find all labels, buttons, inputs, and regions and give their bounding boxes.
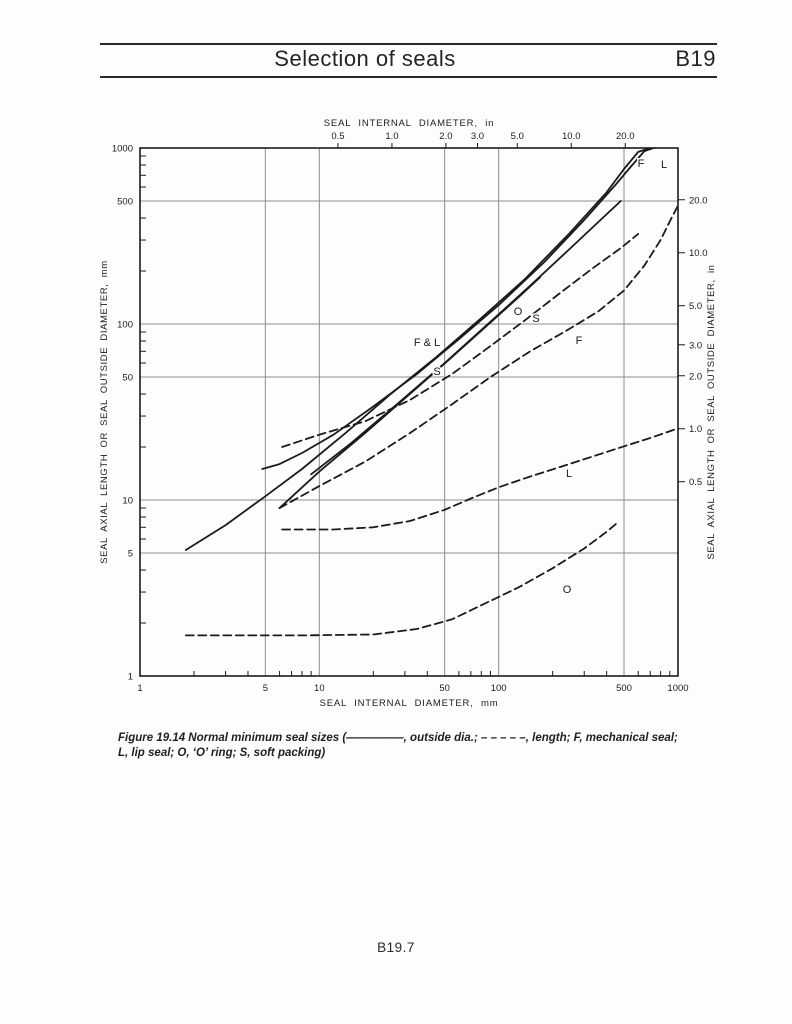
tick-label-bottom: 5 bbox=[263, 683, 268, 694]
header-rule-top bbox=[100, 43, 717, 45]
tick-label-bottom: 50 bbox=[439, 683, 450, 694]
tick-label-left: 5 bbox=[128, 548, 133, 559]
curve-S-outside-dia bbox=[310, 200, 622, 476]
curve-S-length bbox=[281, 233, 640, 448]
tick-label-right: 3.0 bbox=[689, 340, 702, 351]
curve-label-O: O bbox=[563, 584, 572, 596]
axis-title-right: SEAL AXIAL LENGTH OR SEAL OUTSIDE DIAMET… bbox=[706, 264, 717, 559]
tick-label-top: 5.0 bbox=[511, 131, 524, 142]
axis-title-bottom: SEAL INTERNAL DIAMETER, mm bbox=[320, 698, 499, 709]
plot-border bbox=[139, 147, 679, 677]
curve-O-length bbox=[184, 523, 617, 637]
tick-label-top: 10.0 bbox=[562, 131, 581, 142]
curve-F-outside-dia bbox=[184, 148, 659, 551]
figure-caption-line1: Figure 19.14 Normal minimum seal sizes (… bbox=[118, 732, 678, 744]
curves-group bbox=[184, 148, 678, 637]
tick-label-right: 1.0 bbox=[689, 424, 702, 435]
tick-label-bottom: 10 bbox=[314, 683, 325, 694]
curve-L-length bbox=[281, 427, 678, 531]
curve-label-F: F bbox=[576, 335, 583, 347]
header-rule-bottom bbox=[100, 76, 717, 78]
tick-label-top: 1.0 bbox=[385, 131, 398, 142]
curve-F-length bbox=[278, 204, 678, 509]
tick-label-left: 500 bbox=[117, 196, 133, 207]
curve-label-S: S bbox=[433, 366, 440, 378]
tick-label-bottom: 500 bbox=[616, 683, 632, 694]
tick-label-right: 20.0 bbox=[689, 195, 708, 206]
tick-label-right: 0.5 bbox=[689, 477, 702, 488]
tick-label-left: 1 bbox=[128, 672, 133, 683]
page-title: Selection of seals bbox=[274, 46, 456, 71]
tick-label-left: 50 bbox=[122, 372, 133, 383]
tick-label-top: 20.0 bbox=[616, 131, 635, 142]
tick-label-bottom: 1 bbox=[137, 683, 142, 694]
curve-label-FL: F & L bbox=[414, 337, 440, 349]
curve-label-S: S bbox=[532, 313, 539, 325]
curve-label-L: L bbox=[661, 159, 667, 171]
curve-label-O: O bbox=[514, 306, 523, 318]
curve-L-outside-dia bbox=[261, 148, 662, 470]
axis-title-top: SEAL INTERNAL DIAMETER, in bbox=[324, 118, 494, 129]
axis-title-left: SEAL AXIAL LENGTH OR SEAL OUTSIDE DIAMET… bbox=[99, 260, 110, 564]
tick-label-left: 10 bbox=[122, 496, 133, 507]
tick-label-bottom: 100 bbox=[491, 683, 507, 694]
figure-caption: Figure 19.14 Normal minimum seal sizes (… bbox=[118, 731, 718, 760]
tick-label-top: 0.5 bbox=[331, 131, 344, 142]
page-number: B19.7 bbox=[377, 940, 415, 955]
tick-label-left: 100 bbox=[117, 320, 133, 331]
tick-label-top: 3.0 bbox=[471, 131, 484, 142]
figure-caption-line2: L, lip seal; O, ‘O’ ring; S, soft packin… bbox=[118, 746, 326, 759]
tick-label-right: 5.0 bbox=[689, 301, 702, 312]
curve-O-outside-dia bbox=[278, 276, 541, 509]
section-code: B19 bbox=[675, 46, 716, 71]
tick-label-bottom: 1000 bbox=[667, 683, 688, 694]
tick-label-top: 2.0 bbox=[439, 131, 452, 142]
curve-label-L: L bbox=[566, 468, 572, 480]
tick-label-left: 1000 bbox=[112, 144, 133, 155]
tick-label-right: 10.0 bbox=[689, 248, 708, 259]
curve-label-F: F bbox=[638, 158, 645, 170]
tick-label-right: 2.0 bbox=[689, 371, 702, 382]
